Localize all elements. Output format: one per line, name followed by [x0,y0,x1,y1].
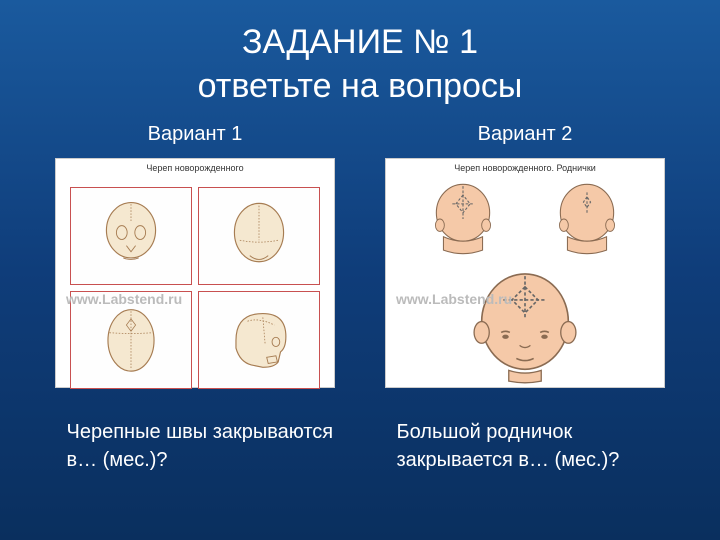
skull-frontal [70,187,192,285]
infant-grid [405,179,645,387]
skull-posterior [198,187,320,285]
variant-1-image-panel: Череп новорожденного www.Labstend.ru [55,158,335,388]
variant-2-panel-header: Череп новорожденного. Роднички [386,163,664,173]
variant-1-label: Вариант 1 [148,123,243,146]
variant-2-question: Большой родничок закрывается в… (мес.)? [377,418,674,474]
variant-1-column: Вариант 1 Череп новорожденного www.Labst… [47,123,344,474]
infant-front-icon [460,267,590,387]
variant-2-image-panel: Череп новорожденного. Роднички www.Labst… [385,158,665,388]
variant-1-panel-header: Череп новорожденного [56,163,334,173]
infant-back-2 [529,179,645,259]
title-line-1: ЗАДАНИЕ № 1 [0,20,720,64]
skull-lateral [198,291,320,389]
skull-frontal-icon [83,198,179,275]
slide-title: ЗАДАНИЕ № 1 ответьте на вопросы [0,0,720,108]
infant-back-1 [405,179,521,259]
variant-1-watermark: www.Labstend.ru [66,291,182,307]
variant-2-label: Вариант 2 [478,123,573,146]
infant-back-1-icon [418,179,508,259]
variant-1-question: Черепные швы закрываются в… (мес.)? [47,418,344,474]
columns-container: Вариант 1 Череп новорожденного www.Labst… [0,123,720,474]
infant-back-2-icon [542,179,632,259]
skull-grid [70,187,320,377]
skull-lateral-icon [211,302,307,379]
variant-2-column: Вариант 2 Череп новорожденного. Роднички… [377,123,674,474]
variant-2-watermark: www.Labstend.ru [396,291,512,307]
infant-front [405,267,645,387]
title-line-2: ответьте на вопросы [0,64,720,108]
skull-superior-icon [83,302,179,379]
skull-posterior-icon [211,198,307,275]
